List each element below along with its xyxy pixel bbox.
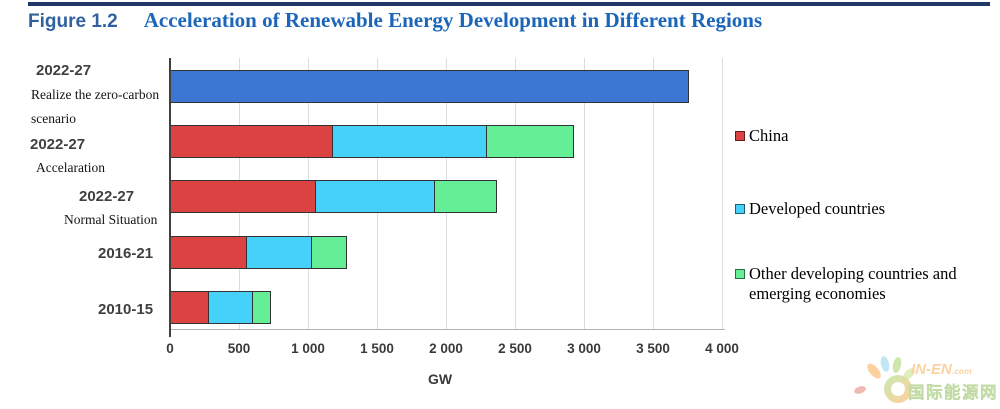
x-axis-baseline xyxy=(170,329,725,330)
x-axis-unit-label: GW xyxy=(427,371,453,387)
china-swatch-icon xyxy=(735,131,745,141)
legend-label-developed-countries: Developed countries xyxy=(749,199,886,218)
gridline xyxy=(721,58,723,329)
bar-segment-other xyxy=(434,180,498,213)
bar-segment-world xyxy=(170,70,689,103)
top-rule-divider xyxy=(28,2,990,6)
x-tick-label: 1 500 xyxy=(360,341,394,356)
legend-item-other-developing: Other developing countries and emerging … xyxy=(735,264,993,304)
developed-countries-swatch-icon xyxy=(735,204,745,214)
bar-segment-other xyxy=(253,291,271,324)
figure-number-label: Figure 1.2 xyxy=(28,11,118,32)
legend-label-china: China xyxy=(749,126,789,145)
bar-segment-developed xyxy=(316,180,435,213)
gridline xyxy=(514,58,516,329)
bar-row xyxy=(170,235,347,269)
category-label-normal-period: 2022-27 xyxy=(79,188,135,205)
x-tick-label: 500 xyxy=(227,341,251,356)
x-tick-label: 3 500 xyxy=(636,341,670,356)
gridline xyxy=(583,58,585,329)
category-sublabel-acceleration: Accelaration xyxy=(36,160,105,175)
category-sublabel-normal: Normal Situation xyxy=(64,212,158,227)
bar-segment-developed xyxy=(332,124,488,158)
bar-segment-developed xyxy=(209,291,254,324)
bar-segment-china xyxy=(170,235,248,269)
x-tick-label: 2 500 xyxy=(498,341,532,356)
category-label-2016-21: 2016-21 xyxy=(98,245,154,262)
x-tick-label: 1 000 xyxy=(291,341,325,356)
in-en-watermark-logo: IN-EN.com 国际能源网 xyxy=(854,356,998,403)
y-axis-line xyxy=(169,58,171,337)
category-sublabel-zero-carbon-2: scenario xyxy=(31,111,76,126)
bar-segment-developed xyxy=(247,235,313,269)
gridline xyxy=(652,58,654,329)
watermark-brand-text: IN-EN.com xyxy=(911,361,972,378)
category-label-2010-15: 2010-15 xyxy=(98,301,154,318)
other-developing-swatch-icon xyxy=(735,269,745,279)
bar-row xyxy=(170,180,498,213)
x-tick-label: 4 000 xyxy=(705,341,739,356)
bar-segment-china xyxy=(170,124,333,158)
category-sublabel-zero-carbon-1: Realize the zero-carbon xyxy=(31,87,160,102)
category-label-zero-carbon-period: 2022-27 xyxy=(36,62,92,79)
bar-row xyxy=(170,124,575,158)
category-label-acceleration-period: 2022-27 xyxy=(30,136,86,153)
bar-segment-other xyxy=(487,124,575,158)
legend-item-developed-countries: Developed countries xyxy=(735,199,993,219)
bar-row xyxy=(170,291,271,324)
watermark-chinese-text: 国际能源网 xyxy=(908,382,998,402)
legend-label-other-developing: Other developing countries and emerging … xyxy=(749,264,957,303)
figure-header: Figure 1.2 Acceleration of Renewable Ene… xyxy=(28,8,762,33)
x-tick-label: 0 xyxy=(166,341,174,356)
bar-segment-other xyxy=(312,235,347,269)
bar-row xyxy=(170,70,689,103)
x-tick-label: 3 000 xyxy=(567,341,601,356)
figure-title: Acceleration of Renewable Energy Develop… xyxy=(143,8,763,32)
bar-segment-china xyxy=(170,291,210,324)
x-tick-label: 2 000 xyxy=(429,341,463,356)
bar-segment-china xyxy=(170,180,317,213)
legend-item-china: China xyxy=(735,126,993,146)
